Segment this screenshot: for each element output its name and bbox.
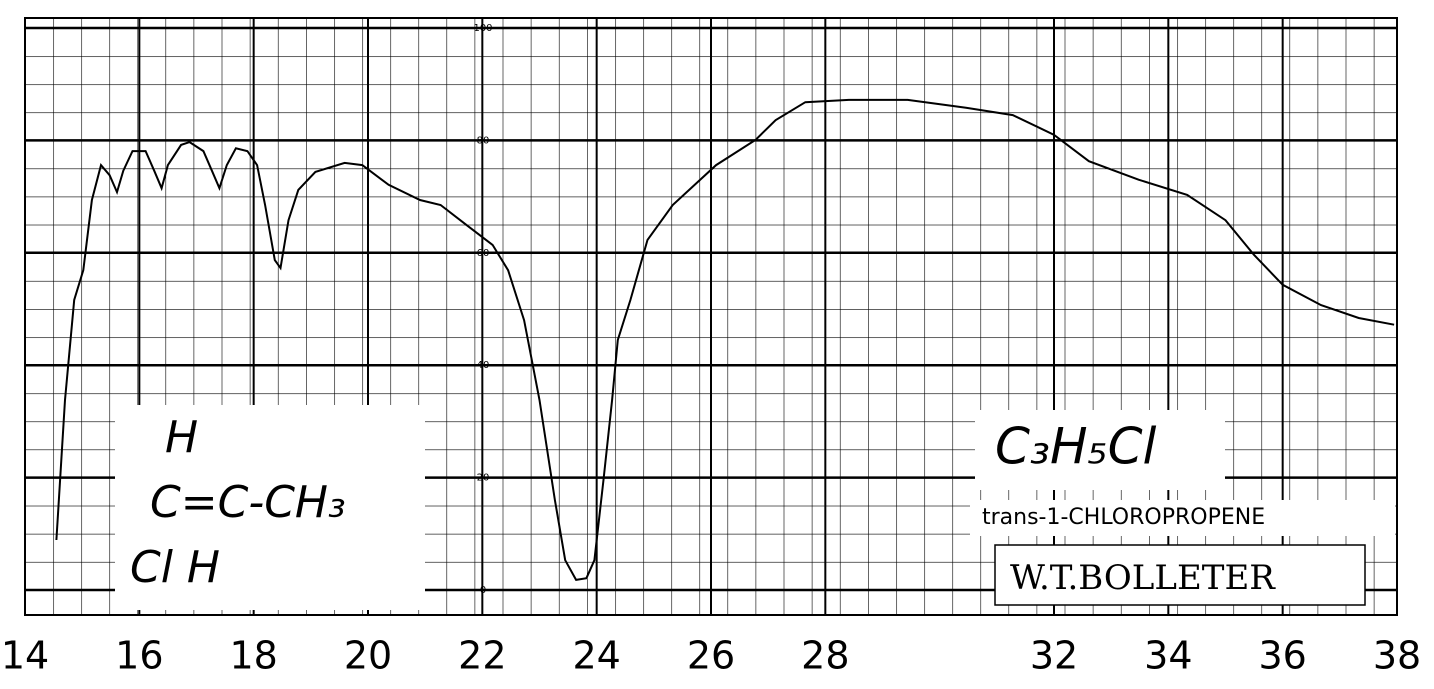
structure-line: Cl H [130, 542, 220, 593]
structure-box [115, 405, 425, 610]
y-tick-label: 20 [477, 473, 490, 484]
compound-name: trans-1-CHLOROPROPENE [982, 505, 1265, 530]
spectrum-line [55, 98, 1395, 582]
structure-line: C=C-CH₃ [150, 477, 346, 528]
author-box [994, 544, 1366, 606]
author: W.T.BOLLETER [1010, 558, 1276, 598]
formula: C₃H₅Cl [995, 418, 1157, 476]
y-tick-label: 0 [480, 585, 486, 596]
compound-box [970, 500, 1395, 536]
x-tick-label: 32 [1030, 634, 1078, 678]
x-tick-label: 28 [801, 634, 849, 678]
x-tick-label: 18 [229, 634, 277, 678]
y-tick-label: 80 [477, 135, 490, 146]
x-tick-label: 20 [344, 634, 392, 678]
x-tick-label: 22 [458, 634, 506, 678]
x-tick-label: 34 [1144, 634, 1192, 678]
x-tick-label: 26 [687, 634, 735, 678]
formula-box [975, 410, 1225, 490]
x-tick-label: 16 [115, 634, 163, 678]
y-tick-label: 60 [477, 248, 490, 259]
x-tick-label: 38 [1373, 634, 1421, 678]
x-tick-label: 24 [572, 634, 620, 678]
x-tick-label: 36 [1258, 634, 1306, 678]
x-tick-label: 14 [1, 634, 49, 678]
structure-line: H [165, 412, 198, 463]
y-tick-label: 100 [473, 23, 492, 34]
marks [55, 98, 1395, 582]
y-tick-label: 40 [477, 360, 490, 371]
